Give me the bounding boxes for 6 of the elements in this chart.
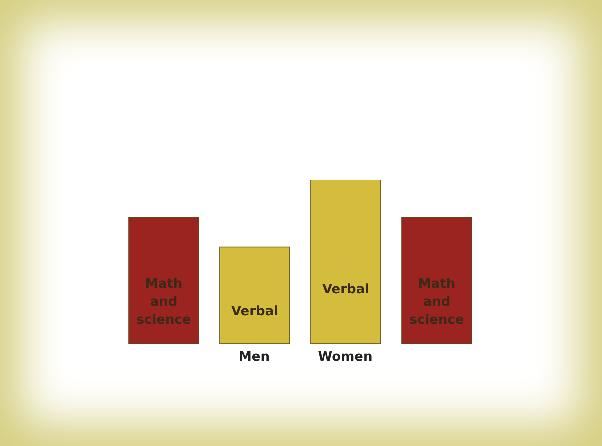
x-tick-label: Women	[318, 350, 373, 366]
series-label: Math and science	[136, 276, 192, 328]
series-label: Verbal	[231, 304, 279, 320]
text: Math and science	[410, 276, 464, 328]
text: Verbal	[322, 282, 370, 298]
x-tick-label: Men	[238, 350, 270, 366]
